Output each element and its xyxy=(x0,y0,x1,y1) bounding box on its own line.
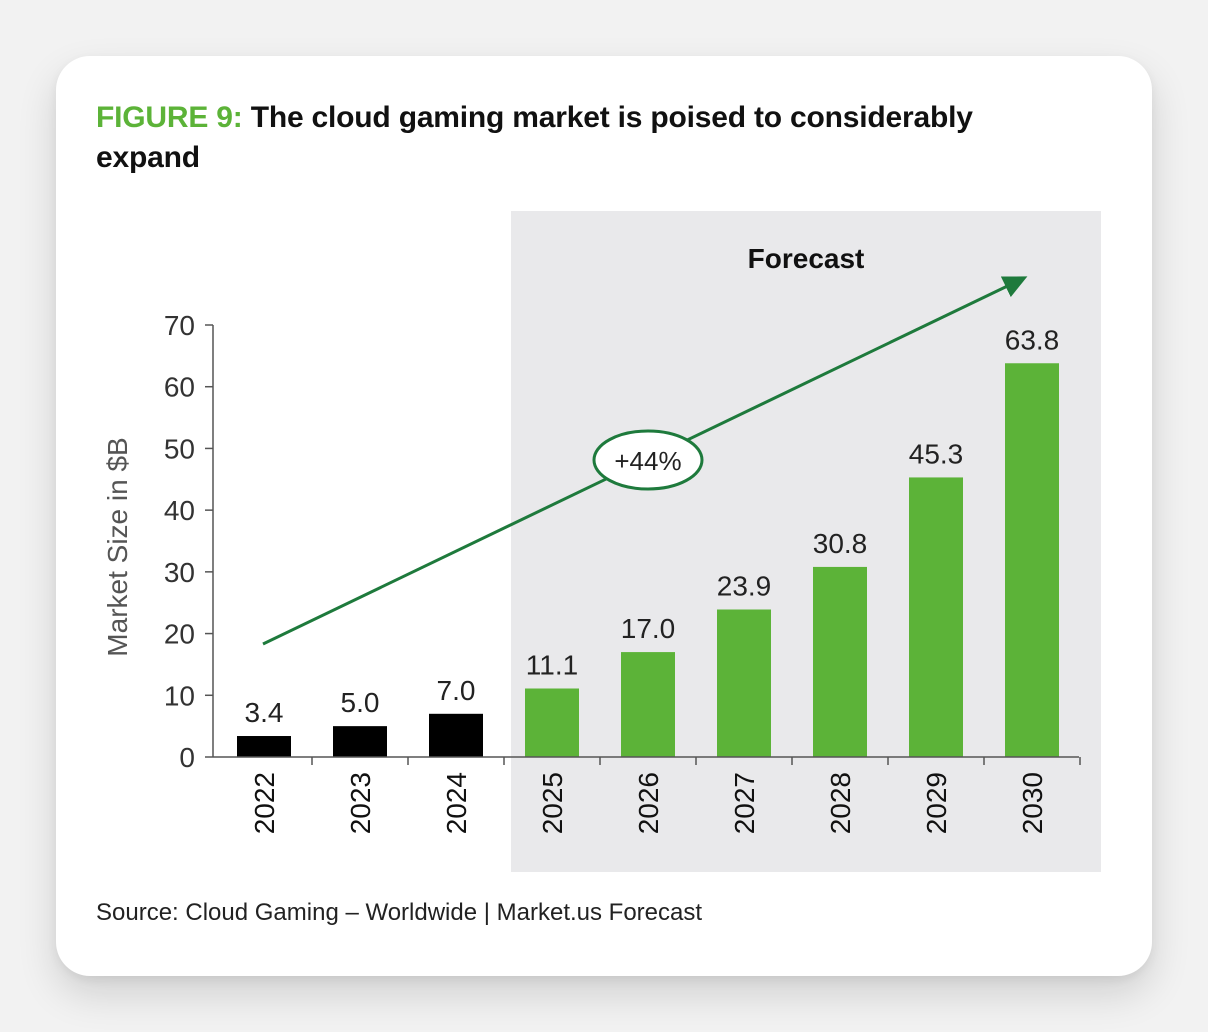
y-tick-label: 50 xyxy=(164,433,195,464)
value-label-2026: 17.0 xyxy=(621,613,676,644)
value-label-2023: 5.0 xyxy=(341,687,380,718)
value-label-2027: 23.9 xyxy=(717,571,772,602)
y-tick-label: 60 xyxy=(164,372,195,403)
bar-2022 xyxy=(237,736,291,757)
bar-2024 xyxy=(429,713,483,757)
value-labels: 3.4 5.0 7.0 11.1 17.0 23.9 30.8 45.3 63.8 xyxy=(245,324,1060,728)
growth-badge xyxy=(592,429,704,491)
x-tick-label-2029: 2029 xyxy=(921,772,952,834)
x-tick-label-2025: 2025 xyxy=(537,772,568,834)
y-tick-label: 30 xyxy=(164,557,195,588)
bar-2029 xyxy=(909,477,963,757)
figure-title-text: The cloud gaming market is poised to con… xyxy=(96,101,973,174)
x-axis-ticks: 2022 2023 2024 2025 2026 2027 2028 2029 2030 xyxy=(249,757,1081,834)
y-tick-label: 20 xyxy=(164,619,195,650)
bar-2026 xyxy=(621,652,675,757)
source-note: Source: Cloud Gaming – Worldwide | Marke… xyxy=(96,899,703,926)
y-axis-label: Market Size in $B xyxy=(102,437,133,656)
x-tick-label-2023: 2023 xyxy=(345,772,376,834)
x-tick-label-2027: 2027 xyxy=(729,772,760,834)
bar-2025 xyxy=(525,688,579,757)
growth-annotation: +44% xyxy=(614,446,681,476)
x-tick-label-2022: 2022 xyxy=(249,772,280,834)
bar-2030 xyxy=(1005,363,1059,757)
x-tick-label-2024: 2024 xyxy=(441,772,472,834)
value-label-2030: 63.8 xyxy=(1005,324,1060,355)
figure-title: FIGURE 9: The cloud gaming market is poi… xyxy=(96,98,996,178)
y-tick-label: 40 xyxy=(164,495,195,526)
value-label-2024: 7.0 xyxy=(437,675,476,706)
y-tick-label: 10 xyxy=(164,680,195,711)
bar-2028 xyxy=(813,566,867,757)
value-label-2029: 45.3 xyxy=(909,438,964,469)
bars xyxy=(237,363,1059,757)
x-tick-label-2026: 2026 xyxy=(633,772,664,834)
forecast-label: Forecast xyxy=(748,243,865,274)
forecast-region xyxy=(511,211,1101,872)
x-tick-label-2030: 2030 xyxy=(1017,772,1048,834)
figure-label: FIGURE 9: xyxy=(96,101,243,134)
y-tick-label: 70 xyxy=(164,310,195,341)
value-label-2022: 3.4 xyxy=(245,697,284,728)
y-tick-label: 0 xyxy=(179,742,195,773)
value-label-2028: 30.8 xyxy=(813,528,868,559)
value-label-2025: 11.1 xyxy=(526,649,578,680)
bar-2027 xyxy=(717,609,771,757)
x-tick-label-2028: 2028 xyxy=(825,772,856,834)
bar-2023 xyxy=(333,726,387,757)
y-axis-ticks: 0 10 20 30 40 50 60 70 xyxy=(164,310,213,773)
